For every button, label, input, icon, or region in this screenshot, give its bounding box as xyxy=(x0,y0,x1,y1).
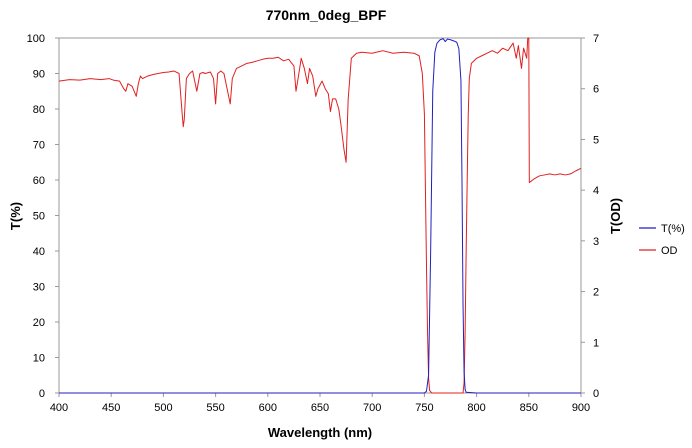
legend-label: T(%) xyxy=(661,223,685,235)
x-tick-label: 650 xyxy=(311,402,329,414)
legend-label: OD xyxy=(661,245,678,257)
x-tick-label: 450 xyxy=(102,402,120,414)
y-right-tick-label: 4 xyxy=(593,185,599,197)
y-left-tick-label: 80 xyxy=(33,104,45,116)
y-right-tick-label: 2 xyxy=(593,287,599,299)
y-left-tick-label: 70 xyxy=(33,140,45,152)
chart-title: 770nm_0deg_BPF xyxy=(266,7,387,23)
y-left-tick-label: 10 xyxy=(33,353,45,365)
legend: T(%) OD xyxy=(639,223,685,257)
y-right-tick-label: 3 xyxy=(593,236,599,248)
y-axis-right-label: T(OD) xyxy=(608,198,623,234)
y-right-tick-label: 5 xyxy=(593,134,599,146)
x-tick-label: 900 xyxy=(572,402,590,414)
y-right-tick-label: 1 xyxy=(593,337,599,349)
y-right-tick-label: 6 xyxy=(593,84,599,96)
x-tick-label: 850 xyxy=(520,402,538,414)
y-left-tick-label: 100 xyxy=(27,33,45,45)
y-left-tick-label: 60 xyxy=(33,175,45,187)
y-left-tick-label: 30 xyxy=(33,282,45,294)
y-left-tick-label: 50 xyxy=(33,211,45,223)
series-line-od xyxy=(58,37,582,394)
x-axis-label: Wavelength (nm) xyxy=(268,425,372,440)
x-tick-label: 500 xyxy=(154,402,172,414)
x-tick-label: 700 xyxy=(363,402,381,414)
right-axis: 0 1 2 3 4 5 6 7 xyxy=(581,33,599,400)
y-left-tick-label: 90 xyxy=(33,69,45,81)
series-layer xyxy=(58,37,582,394)
y-axis-left-label: T(%) xyxy=(8,202,23,230)
y-left-tick-label: 20 xyxy=(33,317,45,329)
x-tick-label: 400 xyxy=(50,402,68,414)
y-right-tick-label: 7 xyxy=(593,33,599,45)
x-tick-label: 600 xyxy=(259,402,277,414)
y-right-tick-label: 0 xyxy=(593,388,599,400)
y-left-tick-label: 0 xyxy=(39,388,45,400)
x-tick-label: 550 xyxy=(206,402,224,414)
x-tick-label: 750 xyxy=(415,402,433,414)
x-axis: 400 450 500 550 600 650 700 750 800 850 900 xyxy=(50,393,590,414)
y-left-tick-label: 40 xyxy=(33,246,45,258)
series-line-t-percent xyxy=(59,38,581,394)
left-axis: 0 10 20 30 40 50 60 70 80 90 100 xyxy=(27,33,59,400)
x-tick-label: 800 xyxy=(467,402,485,414)
